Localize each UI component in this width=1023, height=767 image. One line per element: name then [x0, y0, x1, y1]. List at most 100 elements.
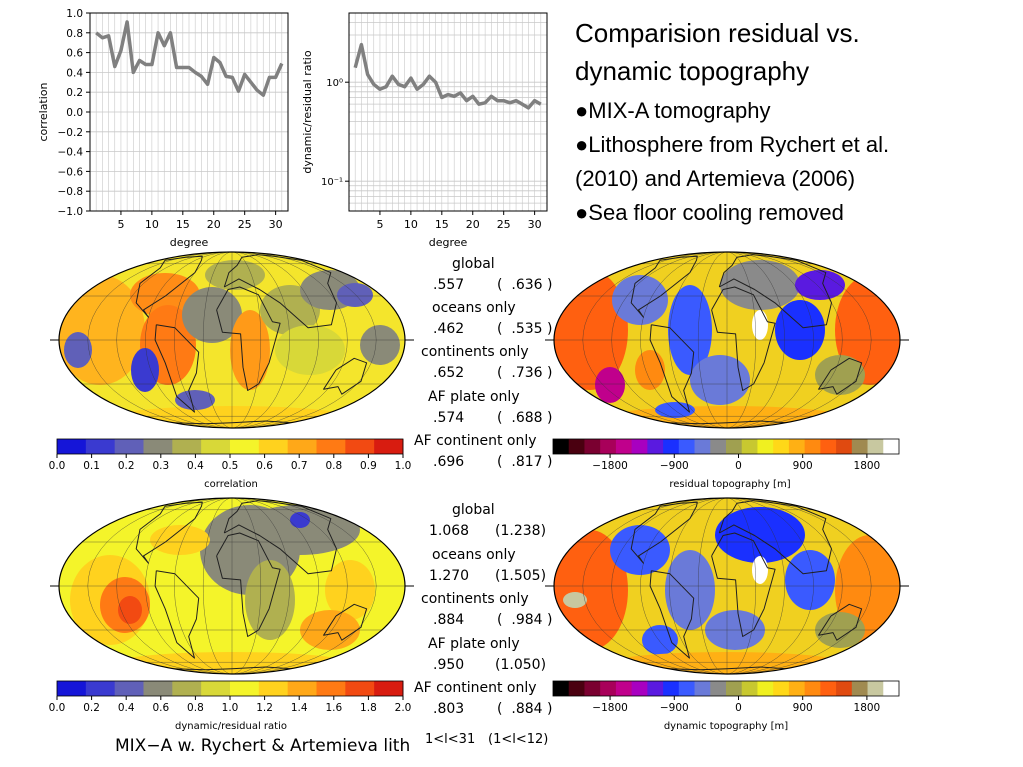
correlation-map-coastlines	[135, 254, 368, 425]
colorbar-swatch	[836, 439, 853, 454]
residual-colorbar-label: residual topography [m]	[669, 479, 790, 490]
colorbar-swatch	[726, 681, 743, 696]
coastline	[667, 666, 787, 671]
ratio-y-axis-label: dynamic/residual ratio	[301, 50, 314, 173]
colorbar-tick-label: 0.6	[152, 702, 169, 714]
colorbar-swatch	[694, 439, 711, 454]
y-tick-label: −0.2	[58, 127, 84, 139]
dynamic-topography-colorbar: −1800 −900 0 900 1800	[552, 680, 900, 714]
colorbar-swatch	[820, 439, 837, 454]
stat-value-paren: (1.505)	[495, 568, 547, 584]
bullet-item: ●Sea floor cooling removed	[575, 198, 844, 228]
y-tick-label: −0.4	[58, 147, 84, 159]
colorbar-swatch	[773, 439, 790, 454]
colorbar-swatch	[615, 681, 633, 696]
colorbar-swatch	[663, 681, 680, 696]
colorbar-swatch	[726, 439, 743, 454]
y-tick-label: 10⁰	[326, 78, 343, 89]
correlation-map	[50, 251, 414, 429]
coastline	[172, 420, 292, 425]
coastline	[135, 255, 203, 318]
colorbar-swatch	[851, 681, 868, 696]
colorbar-swatch	[788, 681, 806, 696]
x-tick-label: 20	[466, 218, 480, 231]
colorbar-swatch	[883, 439, 900, 454]
colorbar-swatch	[678, 681, 695, 696]
correlation-colorbar-label: correlation	[204, 479, 258, 490]
colorbar-tick-label: 0.5	[222, 460, 239, 472]
colorbar-swatch	[631, 681, 648, 696]
colorbar-swatch	[851, 439, 868, 454]
bullet-text: Sea floor cooling removed	[588, 200, 844, 225]
correlation-chart: 5 10 15 20 25 30 1.0 0.8 0.6 0.4 0.2 0.0 −0.2 −0.4 −0…	[37, 8, 289, 249]
stat-label: oceans only	[432, 547, 516, 563]
colorbar-swatch	[647, 439, 664, 454]
colorbar-swatch	[374, 681, 404, 696]
y-tick-label: 0.4	[66, 67, 83, 79]
colorbar-swatch	[230, 439, 260, 454]
residual-topography-map	[545, 251, 909, 429]
x-tick-label: 15	[176, 218, 190, 231]
coastline	[718, 254, 832, 329]
colorbar-tick-label: 0.9	[360, 460, 377, 472]
coastline	[630, 255, 698, 318]
y-tick-label: 10⁻¹	[321, 177, 343, 188]
model-caption: MIX−A w. Rychert & Artemieva lith	[115, 736, 411, 756]
x-tick-label: 25	[238, 218, 252, 231]
x-tick-label: 20	[207, 218, 221, 231]
colorbar-swatch	[757, 439, 774, 454]
ratio-y-ticks: 10⁰ 10⁻¹	[321, 78, 349, 188]
colorbar-tick-label: 0.7	[291, 460, 308, 472]
colorbar-swatch	[867, 681, 884, 696]
coastline	[323, 357, 368, 395]
colorbar-tick-label: 0.6	[256, 460, 273, 472]
stat-value-paren: ( .688 )	[497, 410, 553, 426]
colorbar-swatch	[773, 681, 790, 696]
stat-label: global	[452, 502, 495, 518]
colorbar-swatch	[600, 681, 617, 696]
colorbar-swatch	[553, 681, 570, 696]
colorbar-swatch	[710, 439, 727, 454]
colorbar-tick-label: −900	[660, 460, 689, 472]
colorbar-swatch	[287, 681, 317, 696]
degree-range-main: 1<l<31	[425, 732, 476, 747]
colorbar-tick-label: 0.0	[49, 702, 66, 714]
colorbar-frame	[552, 680, 900, 697]
stat-value-paren: ( .736 )	[497, 365, 553, 381]
correlation-y-ticks: 1.0 0.8 0.6 0.4 0.2 0.0 −0.2 −0.4 −0.6 −0.8 −1.0	[58, 8, 90, 218]
dynamic-colorbar-label: dynamic topography [m]	[664, 721, 788, 732]
stat-value-paren: ( .535 )	[497, 321, 553, 337]
colorbar-swatch	[553, 439, 570, 454]
colorbar-swatch	[615, 439, 633, 454]
colorbar-swatch	[172, 681, 202, 696]
y-tick-label: −0.6	[58, 166, 84, 178]
colorbar-swatch	[631, 439, 648, 454]
colorbar-swatch	[836, 681, 853, 696]
stat-label: AF continent only	[414, 433, 537, 449]
stat-value-paren: ( .636 )	[497, 277, 553, 293]
colorbar-tick-label: 0.2	[83, 702, 100, 714]
colorbar-swatch	[57, 681, 87, 696]
stat-value: .950	[433, 657, 465, 673]
ratio-x-ticks: 5 10 15 20 25 30	[376, 211, 542, 231]
colorbar-tick-label: 0	[735, 702, 742, 714]
y-tick-label: 0.6	[66, 48, 83, 60]
colorbar-swatch	[85, 439, 116, 454]
colorbar-tick-label: 900	[793, 460, 813, 472]
coastline	[711, 286, 776, 391]
stat-value: .696	[433, 454, 465, 470]
ratio-map	[50, 497, 414, 675]
coastline	[154, 324, 200, 413]
coastline	[223, 254, 337, 329]
correlation-y-axis-label: correlation	[37, 82, 50, 141]
stat-value: 1.068	[429, 523, 470, 539]
bullet-dot-icon: ●	[575, 200, 589, 225]
coastline	[135, 501, 203, 564]
stat-value-paren: ( .817 )	[497, 454, 553, 470]
correlation-x-ticks: 5 10 15 20 25 30	[117, 211, 283, 231]
colorbar-swatch	[710, 681, 727, 696]
colorbar-tick-label: 1.0	[222, 702, 239, 714]
coastline	[323, 603, 368, 641]
stat-value-paren: ( .984 )	[497, 612, 553, 628]
colorbar-tick-label: −1800	[592, 460, 628, 472]
